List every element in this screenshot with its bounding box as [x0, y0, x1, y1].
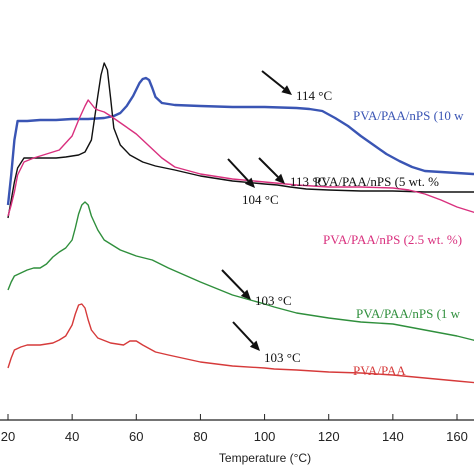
series-labels: PVA/PAA/nPS (10 w PVA/PAA/nPS (5 wt. % P…: [314, 108, 464, 378]
annotation-label: 113 °C: [290, 174, 326, 189]
annotation-arrow-shaft: [227, 158, 249, 182]
x-tick-label: 40: [65, 429, 79, 444]
x-axis-title: Temperature (°C): [219, 451, 311, 465]
annotation-arrow-head: [240, 289, 251, 300]
annotation-arrow-head: [281, 85, 292, 95]
annotation-label: 103 °C: [264, 350, 301, 365]
annotation-arrow-shaft: [221, 269, 245, 294]
x-tick-label: 100: [254, 429, 276, 444]
annotations: 114 °C 113 °C 104 °C 103 °C 103 °C: [221, 70, 332, 365]
x-ticks: 20 40 60 80 100 120 140 160: [1, 414, 468, 444]
series-layer: [6, 62, 474, 384]
series-label-1wt: PVA/PAA/nPS (1 w: [356, 306, 461, 321]
annotation-label: 104 °C: [242, 192, 279, 207]
series-line-pva-paa: [7, 303, 474, 384]
annotation-arrow-shaft: [258, 157, 279, 178]
series-label-10wt: PVA/PAA/nPS (10 w: [353, 108, 464, 123]
x-tick-label: 160: [446, 429, 468, 444]
annotation-arrow-shaft: [261, 70, 285, 90]
x-tick-label: 80: [193, 429, 207, 444]
series-label-5wt: PVA/PAA/nPS (5 wt. %: [314, 174, 439, 189]
annotation-arrow-head: [274, 173, 285, 184]
annotation-arrow-head: [244, 177, 255, 188]
annotation-arrow-shaft: [232, 321, 254, 345]
x-tick-label: 60: [129, 429, 143, 444]
series-label-pva-paa: PVA/PAA: [353, 363, 406, 378]
x-tick-label: 120: [318, 429, 340, 444]
x-tick-label: 140: [382, 429, 404, 444]
series-label-2_5wt: PVA/PAA/nPS (2.5 wt. %): [323, 232, 462, 247]
series-line-2_5wt: [7, 99, 474, 217]
series-line-10wt: [6, 76, 474, 206]
x-tick-label: 20: [1, 429, 15, 444]
series-line-5wt: [7, 62, 474, 219]
series-line-1wt: [7, 201, 474, 341]
annotation-label: 114 °C: [296, 88, 332, 103]
annotation-arrow-head: [249, 340, 260, 351]
annotation-label: 103 °C: [255, 293, 292, 308]
